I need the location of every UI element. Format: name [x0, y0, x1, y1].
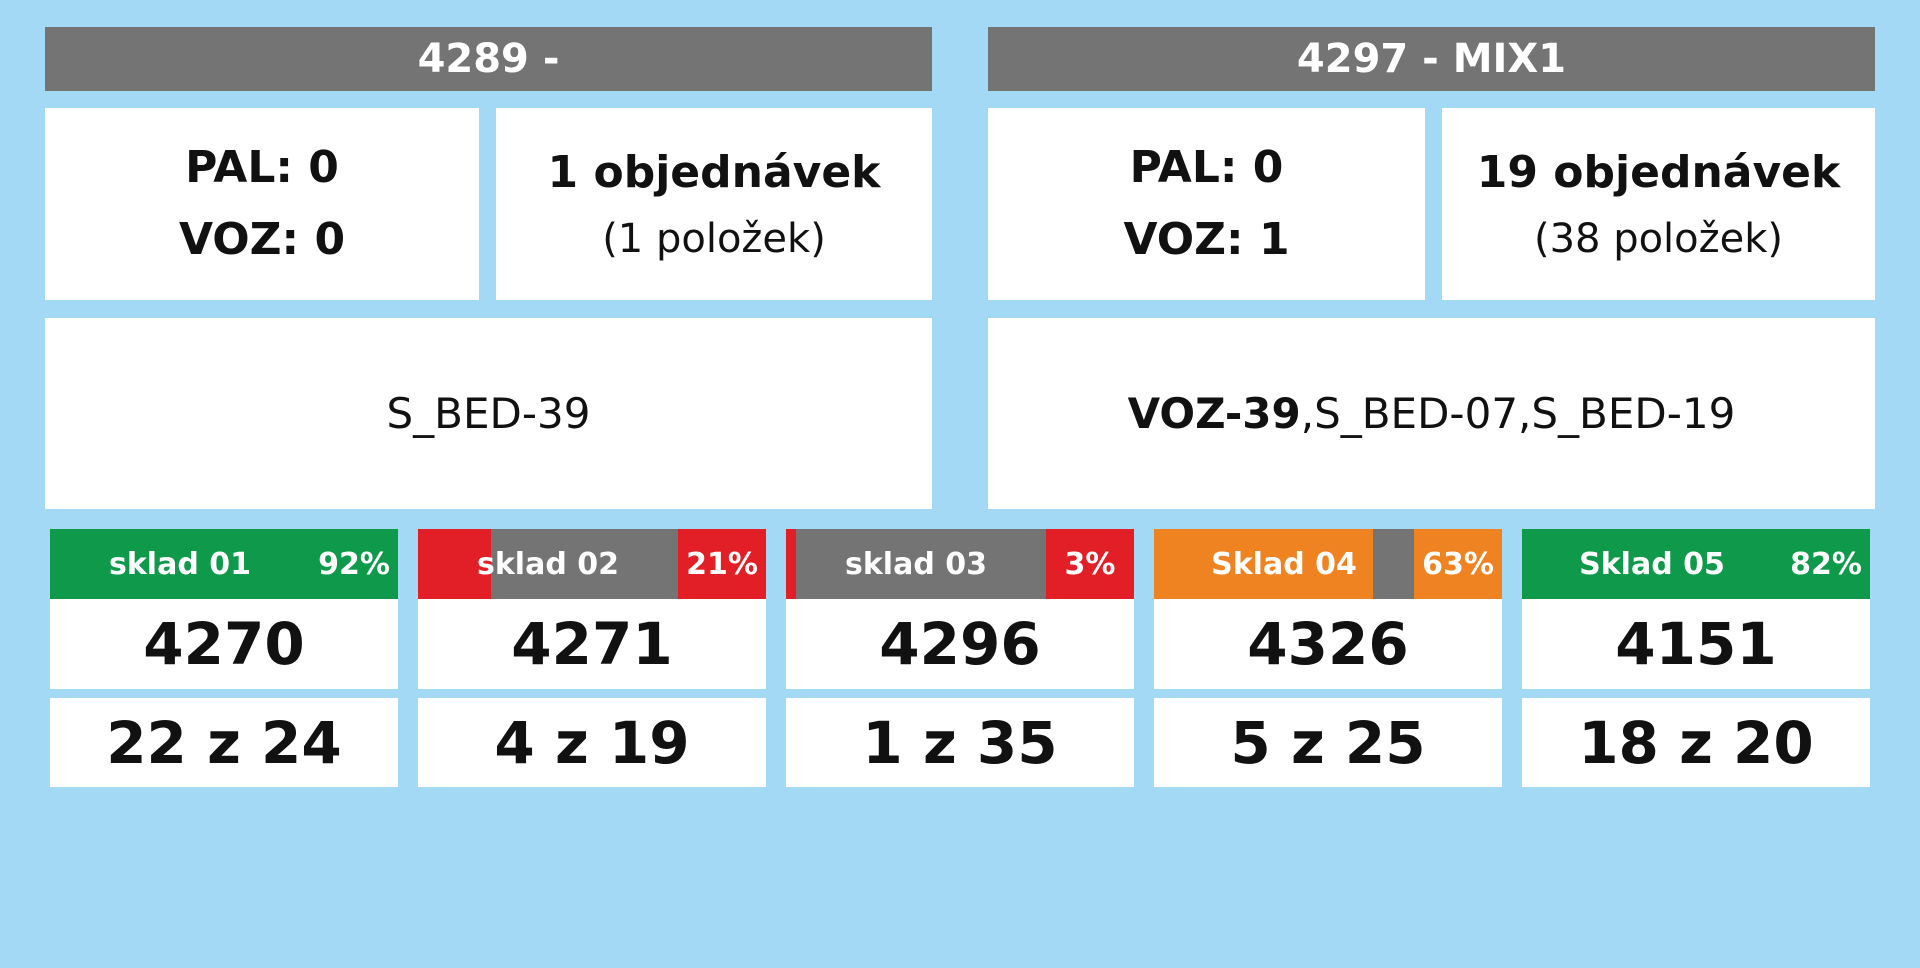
pallet-stats-box: PAL: 0 VOZ: 0 — [45, 108, 479, 300]
picked-count: 1 z 35 — [786, 698, 1134, 787]
warehouse-name: Sklad 05 — [1579, 546, 1725, 582]
warehouse-name: Sklad 04 — [1211, 546, 1357, 582]
items-count: (1 položek) — [602, 216, 826, 262]
progress-fill — [786, 529, 796, 599]
locations-highlight: VOZ-39 — [1127, 389, 1301, 438]
warehouse-name: sklad 03 — [844, 546, 987, 582]
progress-fill — [1154, 529, 1373, 599]
picked-count: 5 z 25 — [1154, 698, 1502, 787]
order-number: 4271 — [418, 599, 766, 689]
progress-bar: Sklad 04 63% — [1154, 529, 1502, 599]
picked-count: 22 z 24 — [50, 698, 398, 787]
pallet-stats-box: PAL: 0 VOZ: 1 — [988, 108, 1425, 300]
locations-text: VOZ-39,S_BED-07,S_BED-19 — [1128, 389, 1736, 438]
progress-percent: 63% — [1414, 529, 1502, 599]
warehouse-tile-5: Sklad 05 82% 4151 18 z 20 — [1522, 529, 1870, 787]
line-title: 4297 - MIX1 — [988, 27, 1875, 91]
locations-text: S_BED-39 — [387, 389, 591, 438]
progress-bar: sklad 01 92% — [50, 529, 398, 599]
orders-count: 1 objednávek — [547, 147, 881, 198]
progress-fill — [1522, 529, 1807, 599]
progress-percent: 92% — [310, 529, 398, 599]
progress-bar: Sklad 05 82% — [1522, 529, 1870, 599]
progress-percent: 82% — [1782, 529, 1870, 599]
line-panel-2: 4297 - MIX1 PAL: 0 VOZ: 1 19 objednávek … — [988, 27, 1875, 509]
progress-bar: sklad 02 21% — [418, 529, 766, 599]
order-number: 4151 — [1522, 599, 1870, 689]
picked-count: 4 z 19 — [418, 698, 766, 787]
line-title: 4289 - — [45, 27, 932, 91]
warehouse-tile-3: sklad 03 3% 4296 1 z 35 — [786, 529, 1134, 787]
warehouse-name: sklad 01 — [108, 546, 251, 582]
voz-count: VOZ: 1 — [1123, 214, 1290, 265]
orders-box: 19 objednávek (38 položek) — [1442, 108, 1875, 300]
order-number: 4270 — [50, 599, 398, 689]
locations-box: S_BED-39 — [45, 318, 932, 509]
progress-bar: sklad 03 3% — [786, 529, 1134, 599]
line-panel-1: 4289 - PAL: 0 VOZ: 0 1 objednávek (1 pol… — [45, 27, 932, 509]
warehouse-tile-4: Sklad 04 63% 4326 5 z 25 — [1154, 529, 1502, 787]
locations-box: VOZ-39,S_BED-07,S_BED-19 — [988, 318, 1875, 509]
pal-count: PAL: 0 — [185, 142, 339, 193]
order-number: 4296 — [786, 599, 1134, 689]
orders-box: 1 objednávek (1 položek) — [496, 108, 932, 300]
locations-list: S_BED-39 — [386, 389, 591, 438]
progress-percent: 3% — [1046, 529, 1134, 599]
picked-count: 18 z 20 — [1522, 698, 1870, 787]
order-number: 4326 — [1154, 599, 1502, 689]
pal-count: PAL: 0 — [1129, 142, 1284, 193]
locations-list: ,S_BED-07,S_BED-19 — [1300, 389, 1736, 438]
orders-count: 19 objednávek — [1476, 147, 1841, 198]
warehouse-tile-2: sklad 02 21% 4271 4 z 19 — [418, 529, 766, 787]
progress-fill — [418, 529, 491, 599]
voz-count: VOZ: 0 — [178, 214, 346, 265]
items-count: (38 položek) — [1533, 216, 1784, 262]
warehouse-name: sklad 02 — [476, 546, 619, 582]
progress-percent: 21% — [678, 529, 766, 599]
warehouse-tile-1: sklad 01 92% 4270 22 z 24 — [50, 529, 398, 787]
